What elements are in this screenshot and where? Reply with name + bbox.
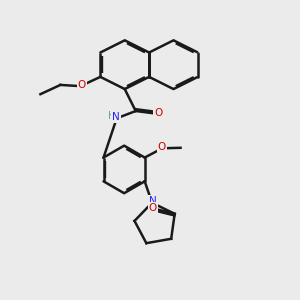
Text: N: N [149, 196, 157, 206]
Text: O: O [154, 108, 162, 118]
Text: O: O [158, 142, 166, 152]
Text: O: O [149, 203, 157, 213]
Text: N: N [112, 112, 120, 122]
Text: O: O [78, 80, 86, 90]
Text: H: H [108, 111, 115, 121]
